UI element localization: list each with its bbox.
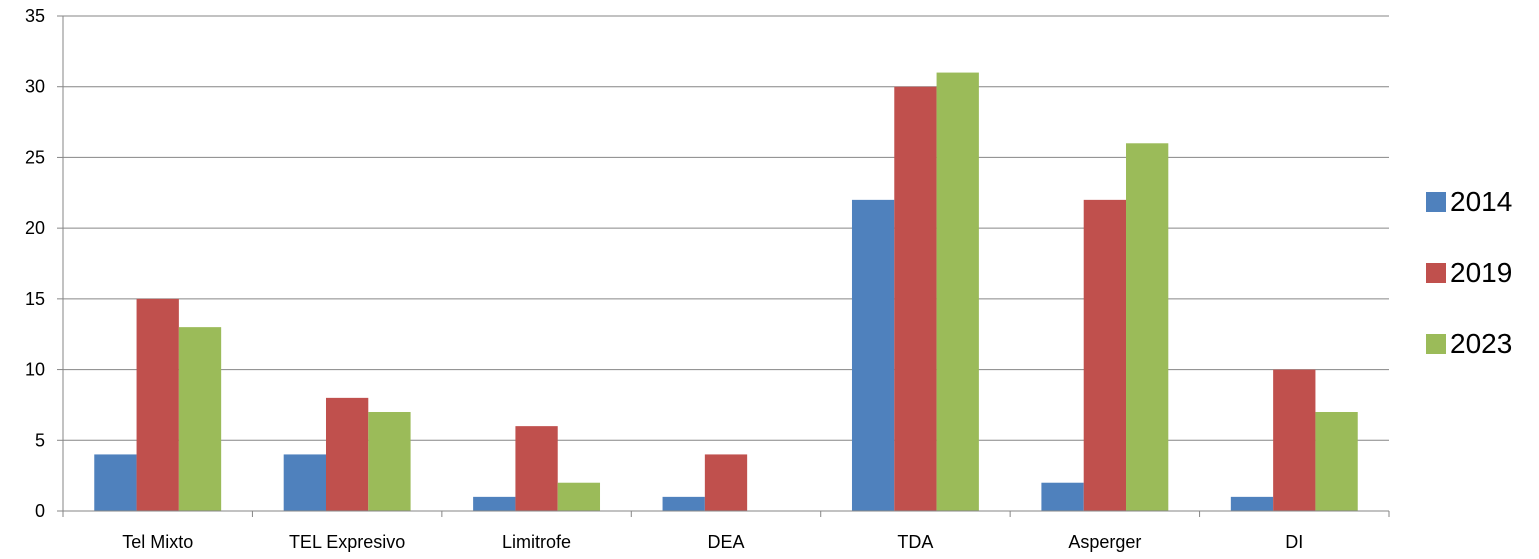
bar-2019 (325, 397, 369, 511)
bar-2014 (473, 496, 516, 511)
bar-2019 (704, 454, 748, 511)
bar-2014 (851, 199, 895, 511)
x-tick-label: Tel Mixto (122, 532, 193, 552)
y-tick-label: 30 (25, 77, 45, 97)
x-tick-label: DI (1285, 532, 1303, 552)
y-tick-label: 15 (25, 289, 45, 309)
bars (94, 72, 1358, 512)
legend-label-2014: 2014 (1450, 185, 1513, 217)
axes (62, 16, 1389, 512)
y-tick-label: 0 (35, 501, 45, 521)
bar-2023 (1315, 412, 1358, 511)
legend-item-2014: 2014 (1426, 166, 1512, 237)
x-tick-label: TEL Expresivo (289, 532, 405, 552)
y-tick-label: 25 (25, 147, 45, 167)
legend-item-2023: 2023 (1426, 308, 1512, 379)
bar-2023 (557, 482, 601, 511)
legend-swatch-2023 (1426, 333, 1446, 354)
bar-2014 (283, 454, 326, 511)
bar-2019 (894, 86, 937, 511)
bar-2014 (1230, 496, 1274, 511)
bar-2023 (178, 327, 222, 511)
x-axis-ticks: Tel Mixto TEL Expresivo Limitrofe DEA TDA Asp… (62, 511, 1390, 552)
bar-2014 (1041, 482, 1084, 511)
y-tick-label: 20 (25, 218, 45, 238)
legend-swatch-2019 (1426, 262, 1446, 283)
bar-2023 (936, 72, 979, 512)
legend-label-2023: 2023 (1450, 327, 1513, 359)
y-tick-label: 35 (25, 6, 45, 26)
y-tick-label: 10 (25, 360, 45, 380)
x-tick-label: DEA (707, 532, 744, 552)
legend-swatch-2014 (1426, 191, 1446, 212)
bar-2023 (1126, 143, 1169, 512)
bar-2019 (1083, 199, 1127, 511)
bar-2019 (515, 426, 558, 511)
bar-2019 (136, 298, 179, 511)
y-tick-label: 5 (35, 430, 45, 450)
bar-2023 (368, 412, 411, 511)
legend-item-2019: 2019 (1426, 237, 1512, 308)
x-tick-label: TDA (897, 532, 933, 552)
bar-2019 (1273, 369, 1316, 511)
bar-2014 (662, 496, 705, 511)
y-axis-ticks: 0 5 10 15 20 25 30 35 (25, 6, 63, 521)
bar-2014 (94, 454, 137, 511)
x-tick-label: Limitrofe (502, 532, 571, 552)
x-tick-label: Asperger (1068, 532, 1141, 552)
legend-label-2019: 2019 (1450, 256, 1513, 288)
gridlines (63, 15, 1389, 441)
legend: 2014 2019 2023 (1426, 166, 1512, 379)
